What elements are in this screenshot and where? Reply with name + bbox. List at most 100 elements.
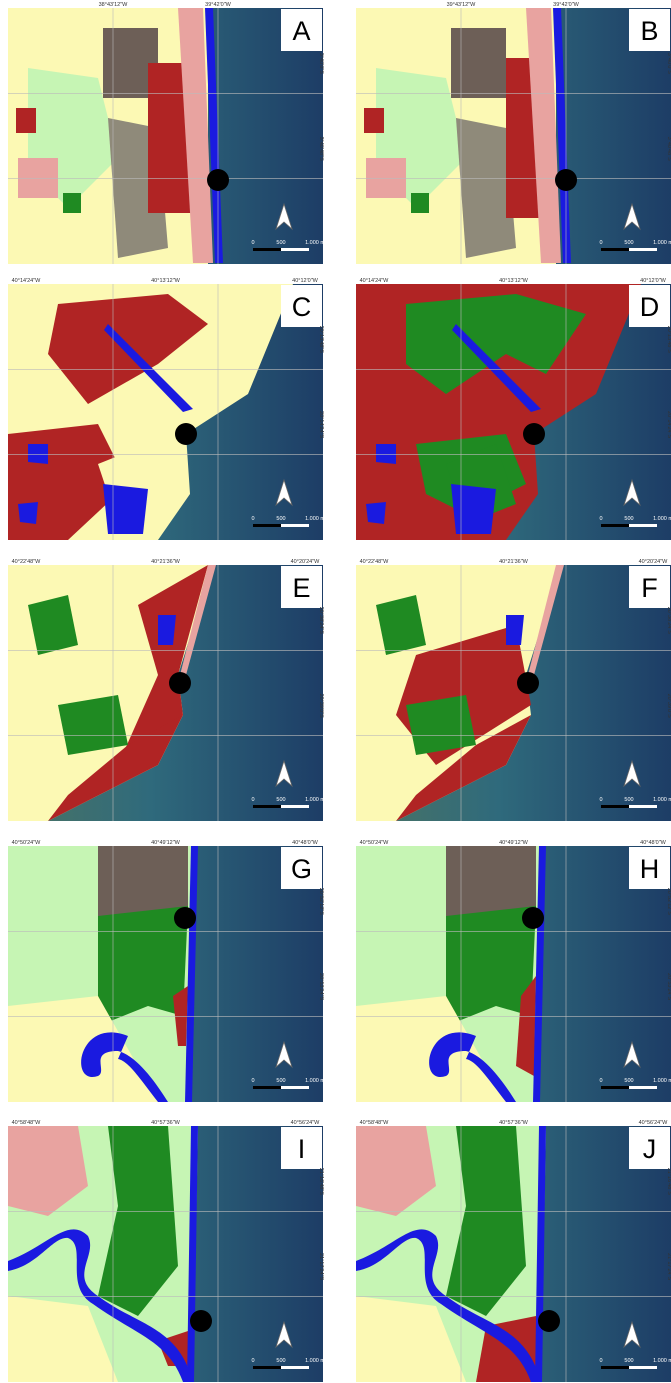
map-layers (356, 1126, 671, 1382)
longitude-label: 40°14'24"W (360, 278, 390, 284)
scale-label: 1.000 m (305, 797, 325, 803)
latitude-label: 3°40'0"S (318, 53, 324, 74)
longitude-label: 38°43'12"W (99, 2, 129, 8)
longitude-label: 40°49'12"W (151, 840, 181, 846)
longitude-label: 40°13'12"W (499, 278, 529, 284)
longitude-label: 40°48'0"W (640, 840, 666, 846)
scale-label: 1.000 m (653, 797, 671, 803)
panel-letter: I (298, 1134, 306, 1164)
scale-label: 500 (624, 1358, 633, 1364)
scale-bar (253, 805, 281, 808)
land-cover (451, 484, 496, 534)
land-cover (364, 108, 384, 133)
latitude-label: 20°39'0"S (318, 694, 324, 718)
longitude-label: 39°42'0"W (205, 2, 231, 8)
site-marker (169, 672, 191, 694)
land-cover (63, 193, 81, 213)
scale-label: 0 (251, 240, 254, 246)
land-cover (98, 846, 188, 916)
longitude-label: 40°20'24"W (291, 559, 321, 565)
scale-label: 1.000 m (305, 240, 325, 246)
longitude-label: 40°13'12"W (151, 278, 181, 284)
scale-bar (281, 524, 309, 527)
longitude-label: 40°20'24"W (639, 559, 669, 565)
longitude-label: 40°12'0"W (292, 278, 318, 284)
latitude-label: 20°14'24"S (666, 411, 671, 439)
scale-bar (601, 805, 629, 808)
longitude-label: 40°22'48"W (12, 559, 42, 565)
scale-bar (253, 1086, 281, 1089)
latitude-label: 20°52'12"S (666, 888, 671, 916)
latitude-label: 20°53'24"S (666, 973, 671, 1001)
scale-bar (601, 248, 629, 251)
latitude-label: 3°40'48"S (666, 137, 671, 161)
longitude-label: 40°57'36"W (151, 1120, 181, 1126)
land-cover (158, 615, 176, 645)
site-marker (522, 907, 544, 929)
map-panel: I05001.000 m40°58'48"W40°57'36"W40°56'24… (8, 1120, 325, 1382)
site-marker (555, 169, 577, 191)
site-marker (190, 1310, 212, 1332)
map-layers (8, 8, 323, 264)
land-cover (366, 502, 386, 524)
latitude-label: 20°38'24"S (318, 607, 324, 635)
land-cover (58, 695, 128, 755)
scale-bar (253, 1366, 281, 1369)
scale-bar (629, 524, 657, 527)
panel-letter: D (640, 292, 660, 322)
longitude-label: 40°21'36"W (151, 559, 181, 565)
scale-label: 1.000 m (653, 1078, 671, 1084)
scale-label: 500 (624, 516, 633, 522)
map-layers (356, 846, 671, 1102)
longitude-label: 40°48'0"W (292, 840, 318, 846)
site-marker (517, 672, 539, 694)
scale-label: 1.000 m (653, 240, 671, 246)
land-cover (506, 615, 524, 645)
scale-bar (281, 805, 309, 808)
scale-label: 500 (624, 1078, 633, 1084)
land-cover (376, 444, 396, 464)
land-cover (18, 502, 38, 524)
longitude-label: 40°50'24"W (12, 840, 42, 846)
scale-bar (601, 1086, 629, 1089)
panel-letter: G (291, 854, 312, 884)
map-panel: C05001.000 m40°14'24"W40°13'12"W40°12'0"… (8, 278, 325, 540)
latitude-label: 20°13'48"S (318, 326, 324, 354)
latitude-label: 20°39'0"S (666, 694, 671, 718)
scale-label: 500 (276, 240, 285, 246)
panel-letter: C (292, 292, 312, 322)
latitude-label: 21°16'48"S (666, 1168, 671, 1196)
site-marker (538, 1310, 560, 1332)
longitude-label: 40°56'24"W (639, 1120, 669, 1126)
land-cover (366, 158, 406, 198)
scale-label: 0 (251, 1358, 254, 1364)
scale-bar (629, 248, 657, 251)
land-cover (451, 28, 506, 98)
latitude-label: 20°52'12"S (318, 888, 324, 916)
scale-label: 500 (276, 1358, 285, 1364)
site-marker (174, 907, 196, 929)
latitude-label: 3°40'48"S (318, 137, 324, 161)
longitude-label: 39°42'0"W (553, 2, 579, 8)
scale-label: 1.000 m (305, 1078, 325, 1084)
site-marker (175, 423, 197, 445)
panel-letter: A (292, 16, 310, 46)
scale-bar (281, 1086, 309, 1089)
longitude-label: 40°22'48"W (360, 559, 390, 565)
scale-bar (629, 1086, 657, 1089)
latitude-label: 20°53'24"S (318, 973, 324, 1001)
map-layers (8, 565, 323, 821)
map-panel: A 0 500 1.000 m 38°43'12"W 39°42'0"W 3°40'0"S 3… (8, 2, 325, 264)
scale-label: 500 (624, 240, 633, 246)
scale-label: 1.000 m (305, 516, 325, 522)
site-marker (523, 423, 545, 445)
longitude-label: 40°49'12"W (499, 840, 529, 846)
panel-letter: F (641, 573, 658, 603)
scale-label: 500 (624, 797, 633, 803)
longitude-label: 39°43'12"W (447, 2, 477, 8)
figure: A 0 500 1.000 m 38°43'12"W 39°42'0"W 3°40'0"S 3… (0, 0, 671, 1383)
longitude-label: 40°21'36"W (499, 559, 529, 565)
